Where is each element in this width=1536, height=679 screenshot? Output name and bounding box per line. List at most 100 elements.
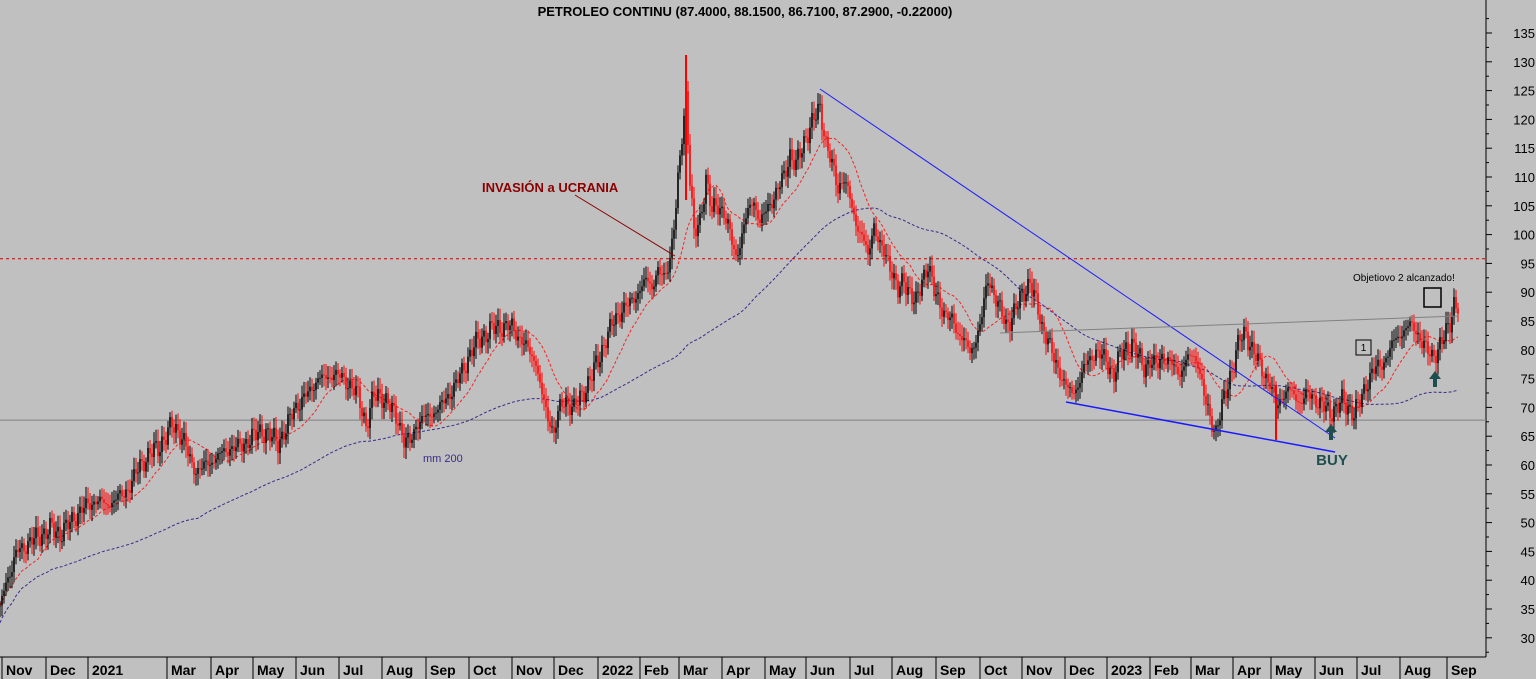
candle-body	[65, 519, 67, 523]
candle-body	[1013, 303, 1015, 319]
candle-body	[657, 267, 659, 276]
candle-body	[479, 338, 481, 348]
candle-body	[1239, 334, 1241, 341]
candle-body	[815, 119, 817, 121]
candle-body	[1333, 406, 1335, 422]
candle-body	[925, 269, 927, 278]
candle-body	[283, 431, 285, 440]
candle-body	[1103, 349, 1105, 355]
candle-body	[507, 321, 509, 331]
candle-body	[181, 439, 183, 445]
candle-body	[769, 203, 771, 205]
candle-body	[83, 507, 85, 513]
candle-body	[1175, 364, 1177, 367]
candle-body	[1285, 391, 1287, 399]
candle-body	[799, 148, 801, 158]
candle-body	[177, 423, 179, 431]
candle-body	[1401, 336, 1403, 339]
candle-body	[253, 428, 255, 430]
candle-body	[643, 279, 645, 287]
candle-body	[399, 422, 401, 426]
candle-body	[1357, 399, 1359, 401]
candle-body	[1115, 372, 1117, 382]
candle-body	[183, 432, 185, 440]
candle-body	[53, 522, 55, 538]
candle-body	[31, 537, 33, 545]
candle-body	[267, 428, 269, 430]
buy-arrow-up-icon	[1325, 424, 1337, 440]
candle-body	[1367, 389, 1369, 392]
candle-body	[561, 399, 563, 407]
candle-body	[229, 449, 231, 456]
candle-body	[615, 313, 617, 325]
candle-body	[1371, 368, 1373, 373]
candle-body	[1287, 387, 1289, 392]
candle-body	[1445, 323, 1447, 342]
candle-body	[1155, 355, 1157, 364]
candle-body	[251, 428, 253, 445]
candle-body	[825, 136, 827, 138]
candle-body	[243, 443, 245, 452]
candle-body	[987, 283, 989, 286]
candle-body	[949, 317, 951, 321]
y-axis: 30 35 40 45 50 55 60 65 70 75 80 85 90 95 100 105 110 115…	[1485, 0, 1535, 657]
candle-body	[1191, 355, 1193, 357]
candle-body	[1325, 405, 1327, 412]
downtrend-line	[819, 88, 1336, 439]
candle-body	[291, 413, 293, 420]
candle-body	[1225, 390, 1227, 399]
candle-body	[259, 424, 261, 433]
candle-body	[1359, 400, 1361, 408]
label-box-1-text: 1	[1361, 343, 1367, 354]
candle-body	[137, 472, 139, 474]
candle-body	[1029, 278, 1031, 283]
candle-body	[1455, 297, 1457, 309]
candle-body	[1293, 390, 1295, 395]
candle-body	[365, 412, 367, 427]
candle-body	[1253, 342, 1255, 355]
candle-body	[795, 159, 797, 170]
candle-body	[833, 158, 835, 166]
candle-body	[441, 400, 443, 403]
candle-body	[169, 416, 171, 428]
candle-body	[1353, 418, 1355, 421]
x-tick-label: Dec	[1069, 662, 1095, 678]
candle-body	[591, 379, 593, 381]
candle-body	[1291, 389, 1293, 391]
y-tick-label: 130	[1513, 55, 1535, 70]
candle-body	[335, 369, 337, 375]
candle-body	[39, 536, 41, 546]
candle-body	[1221, 399, 1223, 421]
candle-body	[473, 347, 475, 357]
candle-body	[1259, 353, 1261, 360]
candle-body	[1457, 308, 1459, 314]
candle-body	[1211, 416, 1213, 432]
candle-body	[0, 605, 1, 607]
candle-body	[185, 432, 187, 447]
candle-body	[905, 282, 907, 295]
candle-body	[845, 182, 847, 184]
candle-body	[1133, 338, 1135, 343]
candle-body	[723, 206, 725, 219]
candle-body	[201, 468, 203, 470]
candle-body	[29, 537, 31, 542]
mm200-label: mm 200	[423, 453, 463, 465]
candle-body	[1079, 382, 1081, 388]
x-tick-label: Apr	[1237, 662, 1262, 678]
candle-body	[1011, 318, 1013, 332]
candle-body	[13, 557, 15, 573]
candle-body	[857, 226, 859, 232]
candle-body	[41, 534, 43, 546]
buy-annotation: BUY	[1316, 452, 1348, 469]
candle-body	[1257, 353, 1259, 361]
candle-body	[1351, 405, 1353, 421]
candle-body	[1379, 359, 1381, 367]
candle-body	[151, 453, 153, 457]
candle-body	[1449, 323, 1451, 333]
candle-body	[279, 439, 281, 454]
candle-body	[1193, 356, 1195, 358]
y-tick-label: 125	[1513, 84, 1535, 99]
candle-body	[5, 582, 7, 591]
candle-body	[307, 391, 309, 397]
candle-body	[759, 219, 761, 224]
